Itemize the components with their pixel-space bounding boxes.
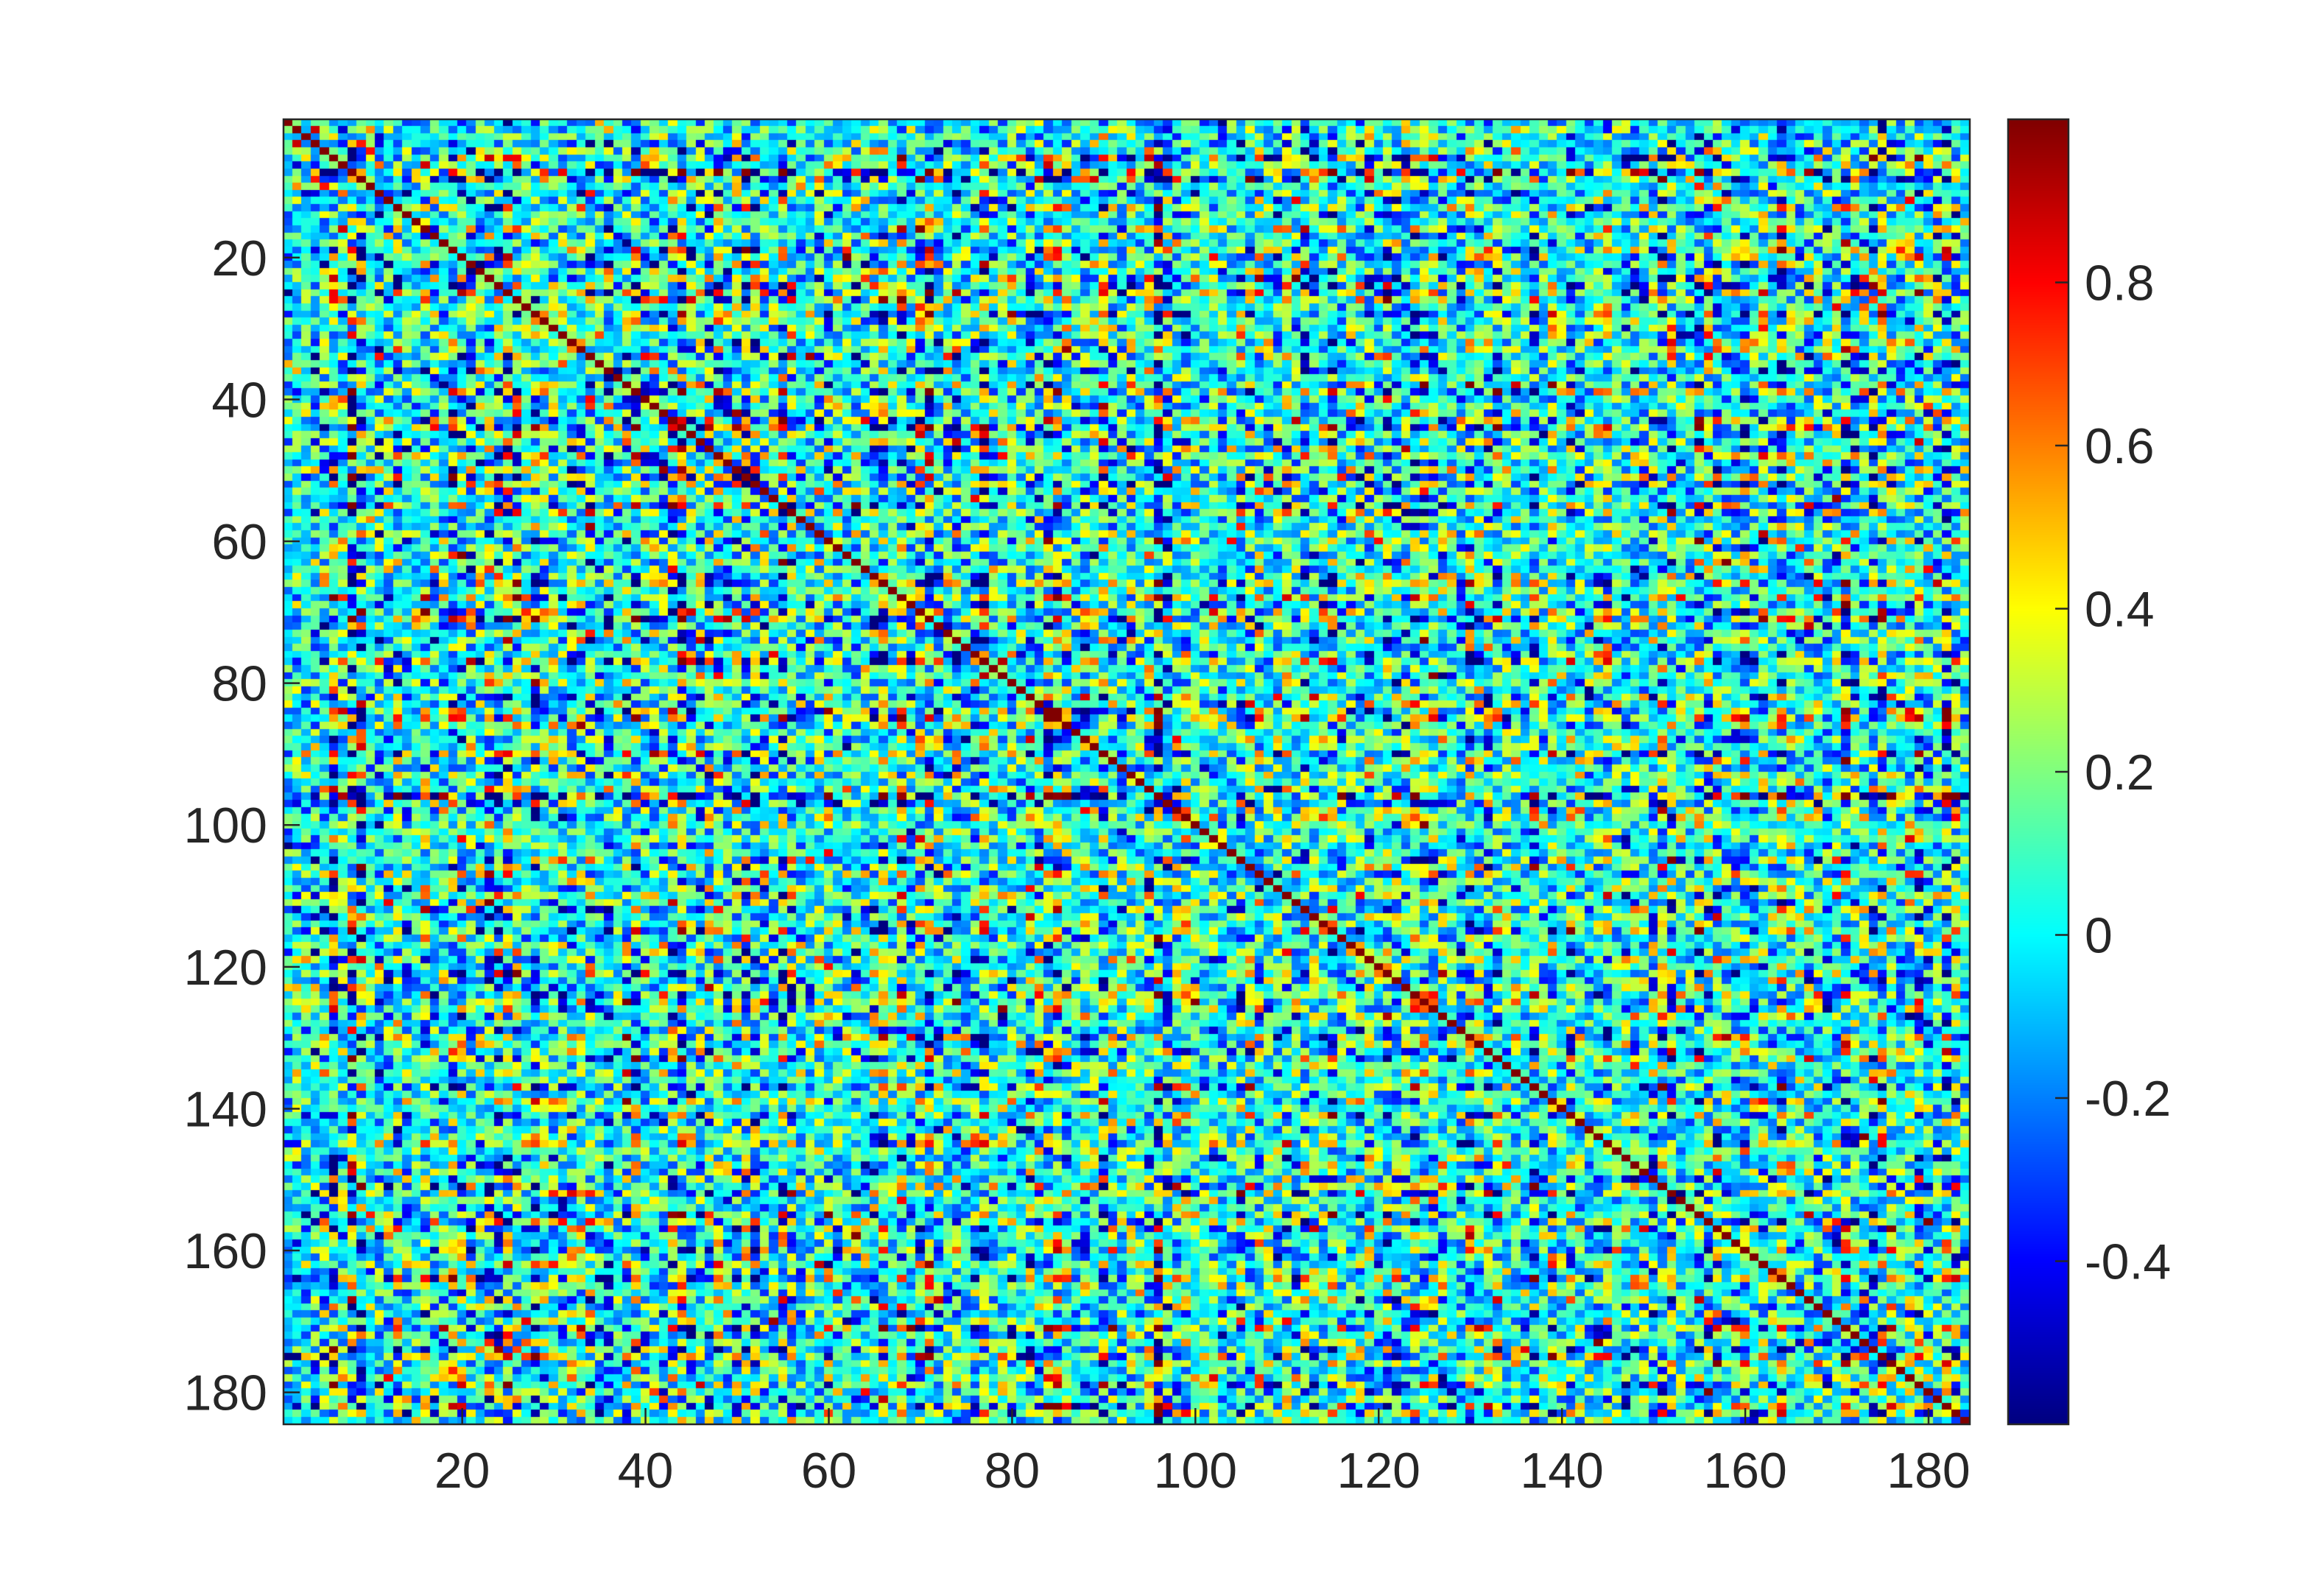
x-tick-label: 160: [1703, 1443, 1786, 1499]
x-tick-label: 140: [1520, 1443, 1603, 1499]
colorbar-tick-label: 0.2: [2085, 745, 2155, 801]
y-tick-label: 60: [211, 514, 267, 570]
y-tick-label: 20: [211, 231, 267, 286]
colorbar-axis: -0.4 -0.2 0 0.2 0.4 0.6 0.8: [2055, 256, 2171, 1290]
colorbar-tick-label: 0.8: [2085, 256, 2155, 312]
x-tick-label: 100: [1154, 1443, 1237, 1499]
heatmap-cells: [284, 119, 1970, 1424]
y-tick-label: 140: [184, 1081, 267, 1137]
colorbar-tick-label: 0.6: [2085, 418, 2155, 474]
y-tick-label: 120: [184, 940, 267, 996]
y-axis: 20 40 60 80 100 120 140 160 180: [184, 231, 300, 1421]
colorbar-tick-label: 0.4: [2085, 582, 2155, 638]
x-tick-label: 180: [1887, 1443, 1970, 1499]
colorbar-tick-label: -0.2: [2085, 1071, 2171, 1127]
plot-frame: [282, 118, 1971, 1426]
colorbar-tick-label: 0: [2085, 908, 2113, 964]
x-tick-label: 20: [434, 1443, 490, 1499]
x-tick-label: 60: [801, 1443, 857, 1499]
y-tick-label: 160: [184, 1223, 267, 1279]
y-tick-label: 100: [184, 798, 267, 854]
x-axis: 20 40 60 80 100 120 140 160 180: [434, 1408, 1971, 1499]
y-tick-label: 180: [184, 1365, 267, 1421]
y-tick-label: 80: [211, 656, 267, 712]
x-tick-label: 80: [985, 1443, 1040, 1499]
x-tick-label: 120: [1337, 1443, 1420, 1499]
colorbar-tick-label: -0.4: [2085, 1234, 2171, 1290]
y-tick-label: 40: [211, 372, 267, 428]
x-tick-label: 40: [618, 1443, 674, 1499]
